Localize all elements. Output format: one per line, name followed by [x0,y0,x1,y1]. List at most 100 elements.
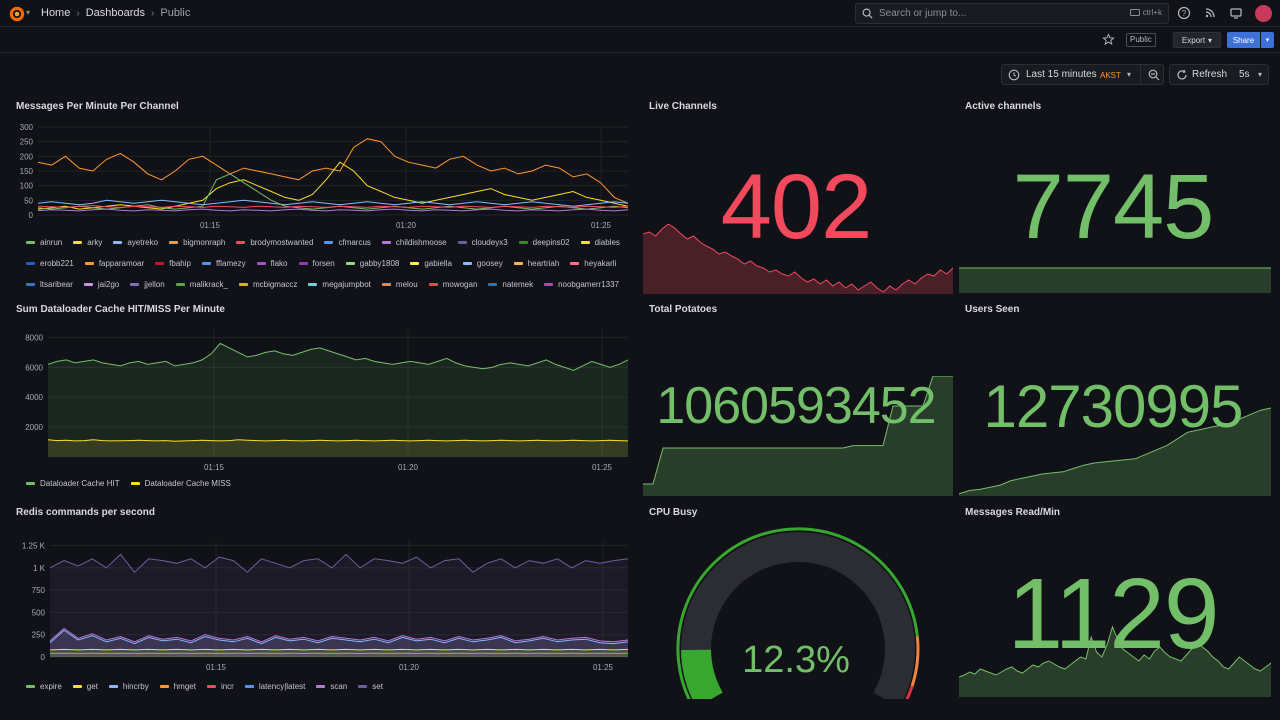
y-tick-label: 150 [20,167,34,176]
dataloader-timeseries-chart[interactable]: 2000 4000 6000 8000 01:15 01:20 01:25 [8,320,632,475]
legend-item[interactable]: melou [381,277,418,291]
x-tick-label: 01:25 [592,463,613,472]
panel-title[interactable]: Sum Dataloader Cache HIT/MISS Per Minute [16,304,225,315]
legend-item[interactable]: noobgamerr1337 [544,277,619,291]
breadcrumb-dashboards[interactable]: Dashboards [85,7,146,19]
legend-item[interactable]: cfmarcus [324,236,371,250]
legend-item[interactable]: diables [580,236,620,250]
legend-item[interactable]: ayetreko [113,236,158,250]
legend-item[interactable]: Dataloader Cache HIT [26,476,120,490]
time-range-picker[interactable]: Last 15 minutes AKST ▾ [1001,64,1164,85]
series-line [47,439,629,442]
legend-label: jai2go [97,279,120,289]
legend-item[interactable]: brodymostwanted [236,236,313,250]
export-button[interactable]: Export ▾ [1173,32,1221,48]
chevron-down-icon: ▾ [1258,70,1263,79]
star-icon[interactable] [1102,33,1115,46]
gauge-threshold-orange [910,636,920,687]
refresh-icon [1177,69,1187,80]
help-icon[interactable]: ? [1177,6,1191,20]
panel-total-potatoes: Total Potatoes 1060593452 [641,296,953,496]
rss-news-icon[interactable] [1203,6,1217,20]
panel-title[interactable]: Total Potatoes [649,304,718,315]
panel-dataloader-cache: Sum Dataloader Cache HIT/MISS Per Minute… [8,296,632,494]
legend-item[interactable]: heartriah [513,257,559,271]
panel-title[interactable]: Redis commands per second [16,507,155,518]
legend-label: scan [330,681,348,691]
legend-item[interactable]: natemek [488,277,533,291]
legend-item[interactable]: goosey [462,257,503,271]
panel-messages-per-minute: Messages Per Minute Per Channel 0 50 100 15… [8,93,632,291]
panel-title[interactable]: Users Seen [965,304,1020,315]
panel-title[interactable]: Active channels [965,101,1042,112]
legend-item[interactable]: gabiella [410,257,452,271]
legend-item[interactable]: get [72,679,98,693]
legend-item[interactable]: childishmoose [381,236,447,250]
legend-item[interactable]: ainrun [26,236,62,250]
monitor-kiosk-icon[interactable] [1229,6,1243,20]
search-shortcut: ctrl+k [1129,8,1162,17]
legend-item[interactable]: ltsaribear [26,277,73,291]
legend-item[interactable]: forsen [298,257,335,271]
messages-timeseries-chart[interactable]: 0 50 100 150 200 250 300 01:15 01:20 01:25 [8,117,632,257]
legend-item[interactable]: fapparamoar [84,257,144,271]
legend-item[interactable]: incr [206,679,234,693]
legend-item[interactable]: gabby1808 [345,257,400,271]
legend-item[interactable]: jjellon [130,277,165,291]
grafana-logo-icon[interactable] [8,5,26,23]
panel-title[interactable]: Messages Per Minute Per Channel [16,101,179,112]
legend-item[interactable]: jai2go [83,277,120,291]
share-button[interactable]: Share [1227,32,1260,48]
legend-label: gabby1808 [359,258,400,268]
legend-item[interactable]: flako [256,257,288,271]
legend-label: erobb221 [40,258,74,268]
gauge-value-arc [681,649,723,699]
stat-value: 1129 [1007,558,1219,670]
legend-item[interactable]: scan [316,679,347,693]
legend-item[interactable]: set [358,679,383,693]
legend-swatch [236,241,246,245]
share-options-button[interactable]: ▾ [1261,32,1274,48]
legend-item[interactable]: fbahip [155,257,191,271]
panel-live-channels: Live Channels 402 [641,93,953,294]
legend-item[interactable]: hincrby [108,679,149,693]
panel-title[interactable]: Messages Read/Min [965,507,1061,518]
legend-item[interactable]: fflamezy [201,257,246,271]
total-potatoes-sparkline [643,376,953,496]
legend-item[interactable]: megajumpbot [308,277,371,291]
x-tick-label: 01:20 [398,463,419,472]
legend-swatch [381,282,391,286]
legend-item[interactable]: mowogan [428,277,477,291]
legend-item[interactable]: expire [26,679,62,693]
zoom-out-icon[interactable] [1148,69,1160,81]
legend-item[interactable]: mcbigmaccz [238,277,297,291]
legend-item[interactable]: bigmonraph [169,236,225,250]
refresh-label: Refresh [1192,69,1228,80]
chevron-down-icon[interactable]: ▾ [26,8,31,17]
breadcrumb-home[interactable]: Home [41,7,71,19]
redis-timeseries-chart[interactable]: 0 250 500 750 1 K 1.25 K 01:15 01:20 01:25 [8,523,632,683]
refresh-picker[interactable]: Refresh 5s ▾ [1169,64,1269,85]
chevron-down-icon: ▾ [1208,35,1213,45]
legend-item[interactable]: malikrack_ [175,277,228,291]
search-input[interactable]: Search or jump to... ctrl+k [855,3,1169,24]
series-line [47,342,629,371]
legend-item[interactable]: erobb221 [26,257,74,271]
refresh-interval: 5s [1239,69,1250,80]
sparkline-area [643,224,953,294]
legend-item[interactable]: Dataloader Cache MISS [130,476,231,490]
x-tick-label: 01:25 [593,663,614,672]
legend-item[interactable]: deepins02 [518,236,570,250]
stat-value: 1060593452 [656,377,936,435]
legend-swatch [358,684,368,688]
user-avatar[interactable] [1255,5,1272,22]
legend-label: arky [87,238,103,248]
legend-item[interactable]: heyakarli [570,257,616,271]
panel-title[interactable]: CPU Busy [649,507,698,518]
panel-title[interactable]: Live Channels [649,101,717,112]
legend-item[interactable]: arky [73,236,102,250]
legend-item[interactable]: hmget [159,679,196,693]
legend-item[interactable]: latency|latest [244,679,305,693]
breadcrumb-public: Public [160,7,191,19]
legend-item[interactable]: cloudeyx3 [457,236,508,250]
